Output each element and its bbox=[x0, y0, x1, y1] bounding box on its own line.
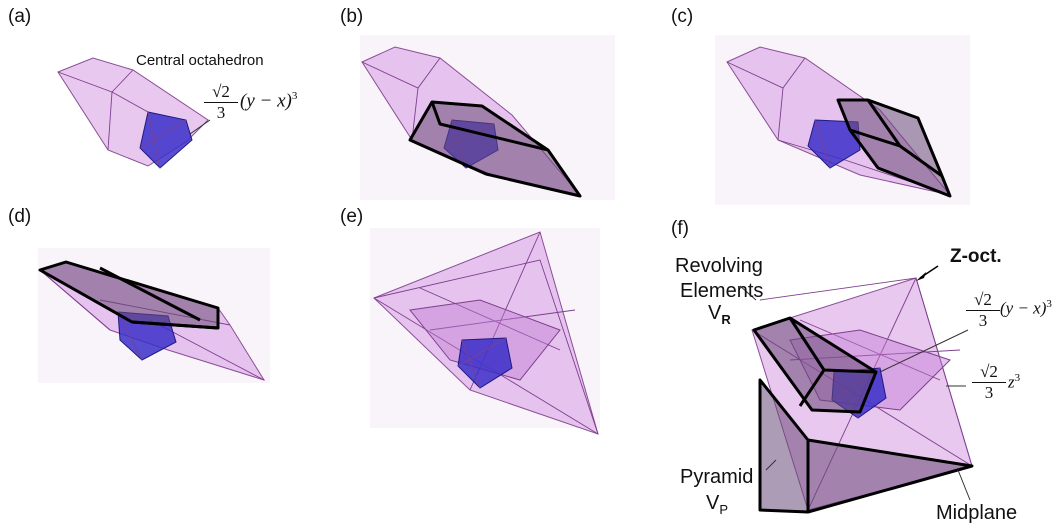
revolving-label: Revolving bbox=[675, 255, 763, 277]
central-octahedron-label: Central octahedron bbox=[136, 52, 264, 69]
formula-f1-yx: (y − x) bbox=[1000, 298, 1047, 318]
formula-f2-sqrt2: √2 bbox=[972, 362, 1006, 383]
formula-f2-three: 3 bbox=[984, 383, 994, 402]
formula-a-fraction: √2 3 bbox=[204, 82, 238, 123]
panel-c-shape bbox=[715, 35, 970, 205]
panel-b-shape bbox=[360, 35, 615, 200]
formula-f2-cube: 3 bbox=[1014, 372, 1021, 384]
formula-f2-expr: z3 bbox=[1008, 372, 1020, 393]
panel-label-d: (d) bbox=[8, 206, 32, 227]
formula-a-yx: (y − x) bbox=[240, 90, 292, 112]
vp-label: VP bbox=[706, 492, 728, 517]
panel-label-e: (e) bbox=[340, 206, 364, 227]
vr-sub: R bbox=[721, 312, 731, 327]
formula-f1-cube: 3 bbox=[1046, 298, 1052, 310]
panel-e-shape bbox=[370, 228, 600, 435]
elements-label: Elements bbox=[680, 280, 764, 302]
vr-label: VR bbox=[708, 302, 731, 327]
formula-a-sqrt2: √2 bbox=[204, 82, 238, 103]
z-oct-label: Z-oct. bbox=[950, 246, 1002, 267]
vp-sub: P bbox=[719, 502, 729, 517]
formula-a-three: 3 bbox=[216, 103, 226, 122]
formula-f1-expr: (y − x)3 bbox=[1000, 298, 1052, 319]
panel-label-a: (a) bbox=[8, 6, 32, 27]
panel-label-f: (f) bbox=[671, 218, 689, 239]
formula-a-expr: (y − x)3 bbox=[240, 90, 297, 112]
formula-f2-z: z bbox=[1008, 372, 1015, 392]
formula-f2-fraction: √2 3 bbox=[972, 362, 1006, 403]
formula-a-cube: 3 bbox=[291, 90, 298, 102]
pyramid-label: Pyramid bbox=[680, 466, 754, 488]
panel-f-shape bbox=[739, 265, 974, 514]
panel-d-shape bbox=[38, 248, 270, 383]
vp-main: V bbox=[706, 492, 720, 514]
formula-f1-sqrt2: √2 bbox=[966, 290, 1000, 311]
vr-main: V bbox=[708, 302, 722, 324]
panel-label-b: (b) bbox=[340, 6, 364, 27]
formula-f1-fraction: √2 3 bbox=[966, 290, 1000, 331]
midplane-label: Midplane bbox=[936, 502, 1018, 524]
formula-f1-three: 3 bbox=[978, 311, 988, 330]
panel-label-c: (c) bbox=[671, 6, 694, 27]
panel-a-shape bbox=[40, 40, 290, 200]
